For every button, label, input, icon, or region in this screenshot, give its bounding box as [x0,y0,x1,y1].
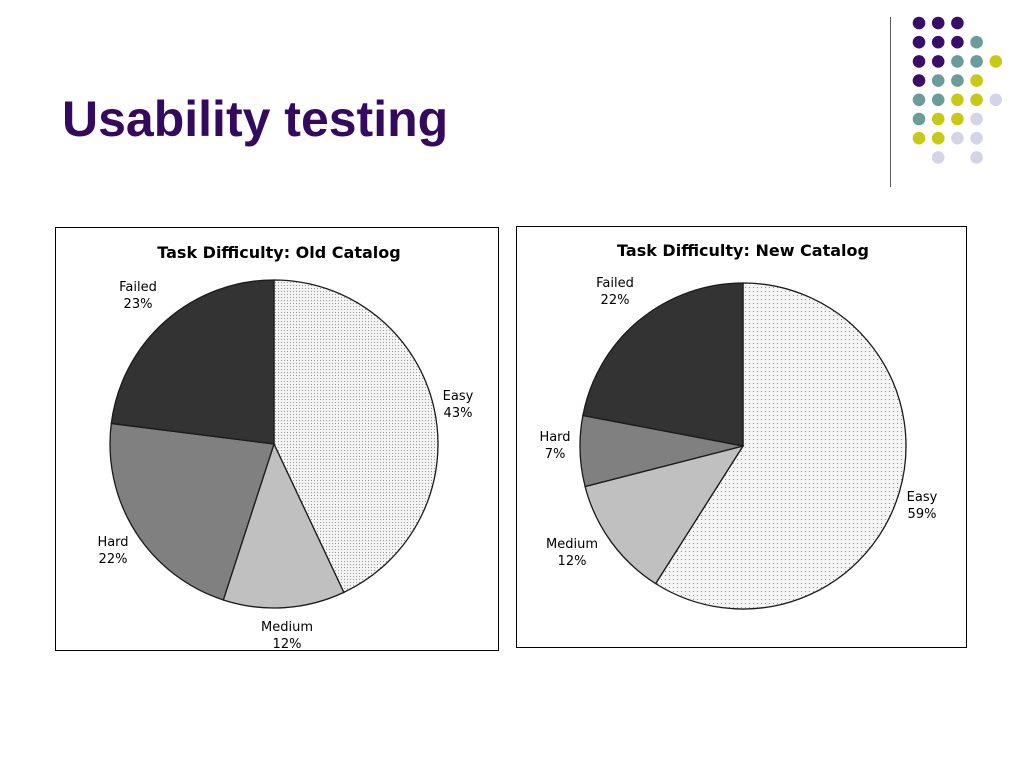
decor-dot [970,93,983,107]
slice-percent: 59% [908,507,937,522]
decor-dot [989,93,1003,107]
decor-dot [912,16,926,30]
decor-dot [970,35,983,49]
decor-dot [970,74,983,87]
slice-name: Medium [546,537,598,552]
slice-label-hard: Hard 7% [539,430,570,462]
slice-percent: 7% [545,447,566,462]
decor-dot [989,55,1003,68]
decor-dot [931,55,945,68]
slice-percent: 12% [273,637,302,652]
pie-slice-failed [110,279,275,445]
decor-dot [912,93,926,107]
slice-label-failed: Failed 22% [596,276,634,308]
decor-dot [970,55,983,68]
slice-percent: 12% [558,554,587,569]
pie-slice-medium [584,444,745,585]
slice-percent: 43% [444,406,473,421]
pie-slice-medium [222,442,345,609]
slice-name: Failed [596,276,634,291]
decor-dot [951,55,964,68]
chart-title-new: Task Difficulty: New Catalog [617,241,869,260]
slice-label-medium: Medium 12% [261,620,313,652]
decor-dot [931,131,945,145]
pie-slice-easy [273,279,439,594]
slice-label-failed: Failed 23% [119,280,157,312]
chart-title-old: Task Difficulty: Old Catalog [157,243,400,262]
pie-slice-easy [654,282,907,610]
decor-dot [931,112,945,126]
divider-line [890,17,891,187]
decor-dot [951,35,964,49]
decorative-dot-grid [912,16,1003,164]
slice-label-easy: Easy 59% [907,490,938,522]
slice-name: Hard [539,430,570,445]
decor-dot [931,35,945,49]
slice-percent: 23% [124,297,153,312]
slice-name: Easy [907,490,938,505]
decor-dot [931,74,945,87]
decor-dot [912,74,926,87]
slice-label-hard: Hard 22% [97,535,128,567]
decor-dot [970,131,983,145]
decor-dot [951,131,964,145]
decor-dot [970,112,983,126]
decor-dot [951,16,964,30]
pie-chart-old-catalog: Task Difficulty: Old Catalog Easy 43% Medi… [55,227,499,652]
slice-name: Hard [97,535,128,550]
pie-slice-hard [109,422,275,601]
slice-name: Easy [443,389,474,404]
decor-dot [912,112,926,126]
decor-dot [951,74,964,87]
slice-percent: 22% [99,552,128,567]
slice-label-easy: Easy 43% [443,389,474,421]
slide-title: Usability testing [62,91,449,147]
decor-dot [931,16,945,30]
decor-dot [931,93,945,107]
decor-dot [912,55,926,68]
slice-percent: 22% [601,293,630,308]
decor-dot [912,131,926,145]
slice-label-medium: Medium 12% [546,537,598,569]
decor-dot [912,35,926,49]
pie-slice-failed [582,282,744,447]
decor-dot [931,151,945,164]
slice-name: Failed [119,280,157,295]
slice-name: Medium [261,620,313,635]
decor-dot [951,112,964,126]
decor-dot [951,93,964,107]
pie-chart-new-catalog: Task Difficulty: New Catalog Easy 59% Medi… [516,226,967,648]
decor-dot [970,151,983,164]
